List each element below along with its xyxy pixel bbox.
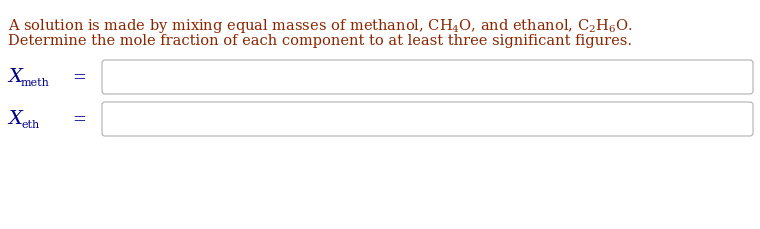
Text: A solution is made by mixing equal masses of methanol, $\mathregular{CH_4O}$, an: A solution is made by mixing equal masse… — [8, 17, 632, 35]
Text: X: X — [8, 68, 22, 86]
Text: X: X — [8, 109, 22, 128]
Text: eth: eth — [21, 120, 40, 129]
FancyBboxPatch shape — [102, 61, 753, 95]
Text: =: = — [72, 69, 86, 86]
Text: meth: meth — [21, 78, 50, 88]
FancyBboxPatch shape — [102, 103, 753, 136]
Text: =: = — [72, 111, 86, 128]
Text: Determine the mole fraction of each component to at least three significant figu: Determine the mole fraction of each comp… — [8, 34, 632, 48]
